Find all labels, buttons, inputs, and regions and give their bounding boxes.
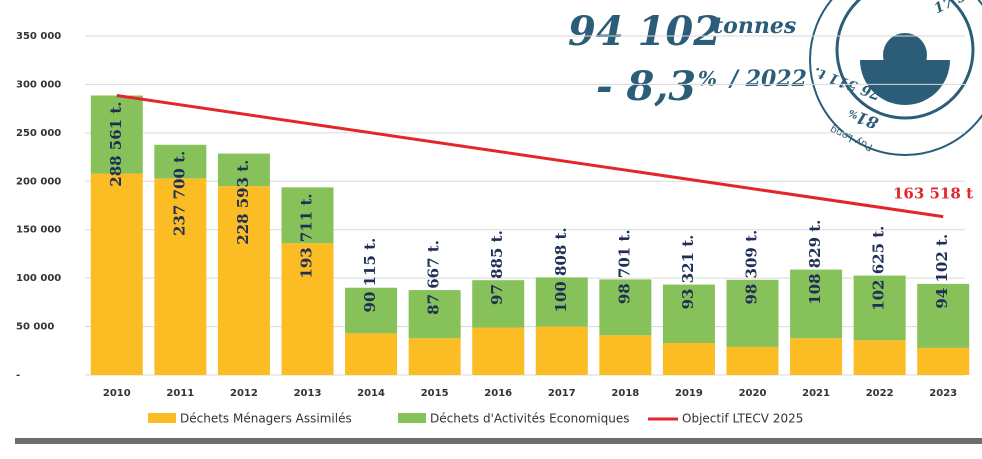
y-tick-label: - [16, 370, 20, 381]
objective-line [116, 94, 944, 219]
legend-swatch [398, 413, 426, 423]
x-tick-label: 2015 [421, 388, 449, 399]
total-label: 288 561 t. [107, 102, 125, 187]
bar-segment [90, 173, 143, 375]
bar-segment [917, 347, 970, 375]
total-label: 90 115 t. [361, 238, 379, 313]
bar-segment [345, 287, 398, 334]
headline-value: 94 102 [568, 8, 721, 55]
x-tick-label: 2019 [675, 388, 703, 399]
x-tick-label: 2020 [739, 388, 767, 399]
bar-segment [217, 186, 270, 375]
bar-segment [790, 269, 843, 339]
total-label: 102 625 t. [870, 226, 888, 311]
x-tick-label: 2022 [866, 388, 894, 399]
total-label: 237 700 t. [170, 151, 188, 236]
total-label: 228 593 t. [234, 160, 252, 245]
bar-segment [662, 343, 715, 375]
x-tick-label: 2012 [230, 388, 258, 399]
legend-swatch [148, 413, 176, 423]
total-label: 97 885 t. [488, 230, 506, 305]
bar-segment [790, 338, 843, 375]
bar-segment [408, 338, 461, 375]
x-tick-label: 2018 [611, 388, 639, 399]
total-label: 93 321 t. [679, 235, 697, 310]
bar-segment [599, 335, 652, 375]
total-label: 98 309 t. [743, 230, 761, 305]
x-tick-label: 2016 [484, 388, 512, 399]
bar-segment [917, 283, 970, 348]
inset: 17 551 t. 76 511 t. 81 % Puy-Long [809, 0, 982, 156]
x-tick-label: 2021 [802, 388, 830, 399]
bar-segment [154, 144, 207, 179]
legend-label: Objectif LTECV 2025 [682, 412, 803, 426]
objective-label: 163 518 t [893, 185, 973, 203]
bar-segment [281, 243, 334, 375]
bar-segment [535, 277, 588, 327]
total-label: 100 808 t. [552, 227, 570, 312]
headline-change-unit: % [698, 67, 717, 91]
inset-icon [883, 33, 927, 77]
bar-segment [599, 279, 652, 336]
x-tick-label: 2010 [103, 388, 131, 399]
inset-icon [860, 60, 950, 105]
y-tick-label: 200 000 [16, 176, 61, 187]
inset-share-unit: % [847, 106, 860, 120]
x-tick-label: 2017 [548, 388, 576, 399]
bar-segment [345, 333, 398, 375]
total-label: 108 829 t. [806, 220, 824, 305]
total-label: 98 701 t. [615, 229, 633, 304]
bar-segment [726, 279, 779, 347]
y-tick-label: 150 000 [16, 225, 61, 236]
y-tick-label: 300 000 [16, 79, 61, 90]
bar-segment [90, 95, 143, 174]
headline-reference: / 2022 [728, 66, 807, 92]
inset-ring [809, 0, 982, 156]
y-tick-label: 350 000 [16, 31, 61, 42]
total-label: 193 711 t. [298, 193, 316, 278]
bar-segment [154, 178, 207, 375]
bar-segment [217, 153, 270, 187]
headline-unit: tonnes [713, 13, 796, 39]
legend-label: Déchets d'Activités Economiques [430, 412, 629, 426]
bar-segment [662, 284, 715, 344]
headline: 94 102 tonnes - 8,3 % / 2022 [568, 8, 807, 110]
bar-segment [535, 326, 588, 375]
y-tick-label: 50 000 [16, 322, 54, 333]
x-tick-label: 2023 [929, 388, 957, 399]
y-tick-label: 100 000 [16, 273, 61, 284]
total-label: 94 102 t. [933, 234, 951, 309]
bar-segment [281, 187, 334, 244]
headline-change: - 8,3 [596, 63, 696, 110]
x-tick-label: 2014 [357, 388, 385, 399]
bar-segment [853, 340, 906, 375]
x-tick-label: 2013 [294, 388, 322, 399]
bar-segment [726, 346, 779, 375]
bar-segment [853, 275, 906, 341]
total-label: 87 667 t. [425, 240, 443, 315]
x-tick-label: 2011 [166, 388, 194, 399]
bar-segment [472, 327, 525, 375]
footer-bar [15, 438, 982, 444]
y-tick-label: 250 000 [16, 128, 61, 139]
bar-segment [472, 280, 525, 328]
bar-segment [408, 290, 461, 339]
legend-label: Déchets Ménagers Assimilés [180, 412, 352, 426]
